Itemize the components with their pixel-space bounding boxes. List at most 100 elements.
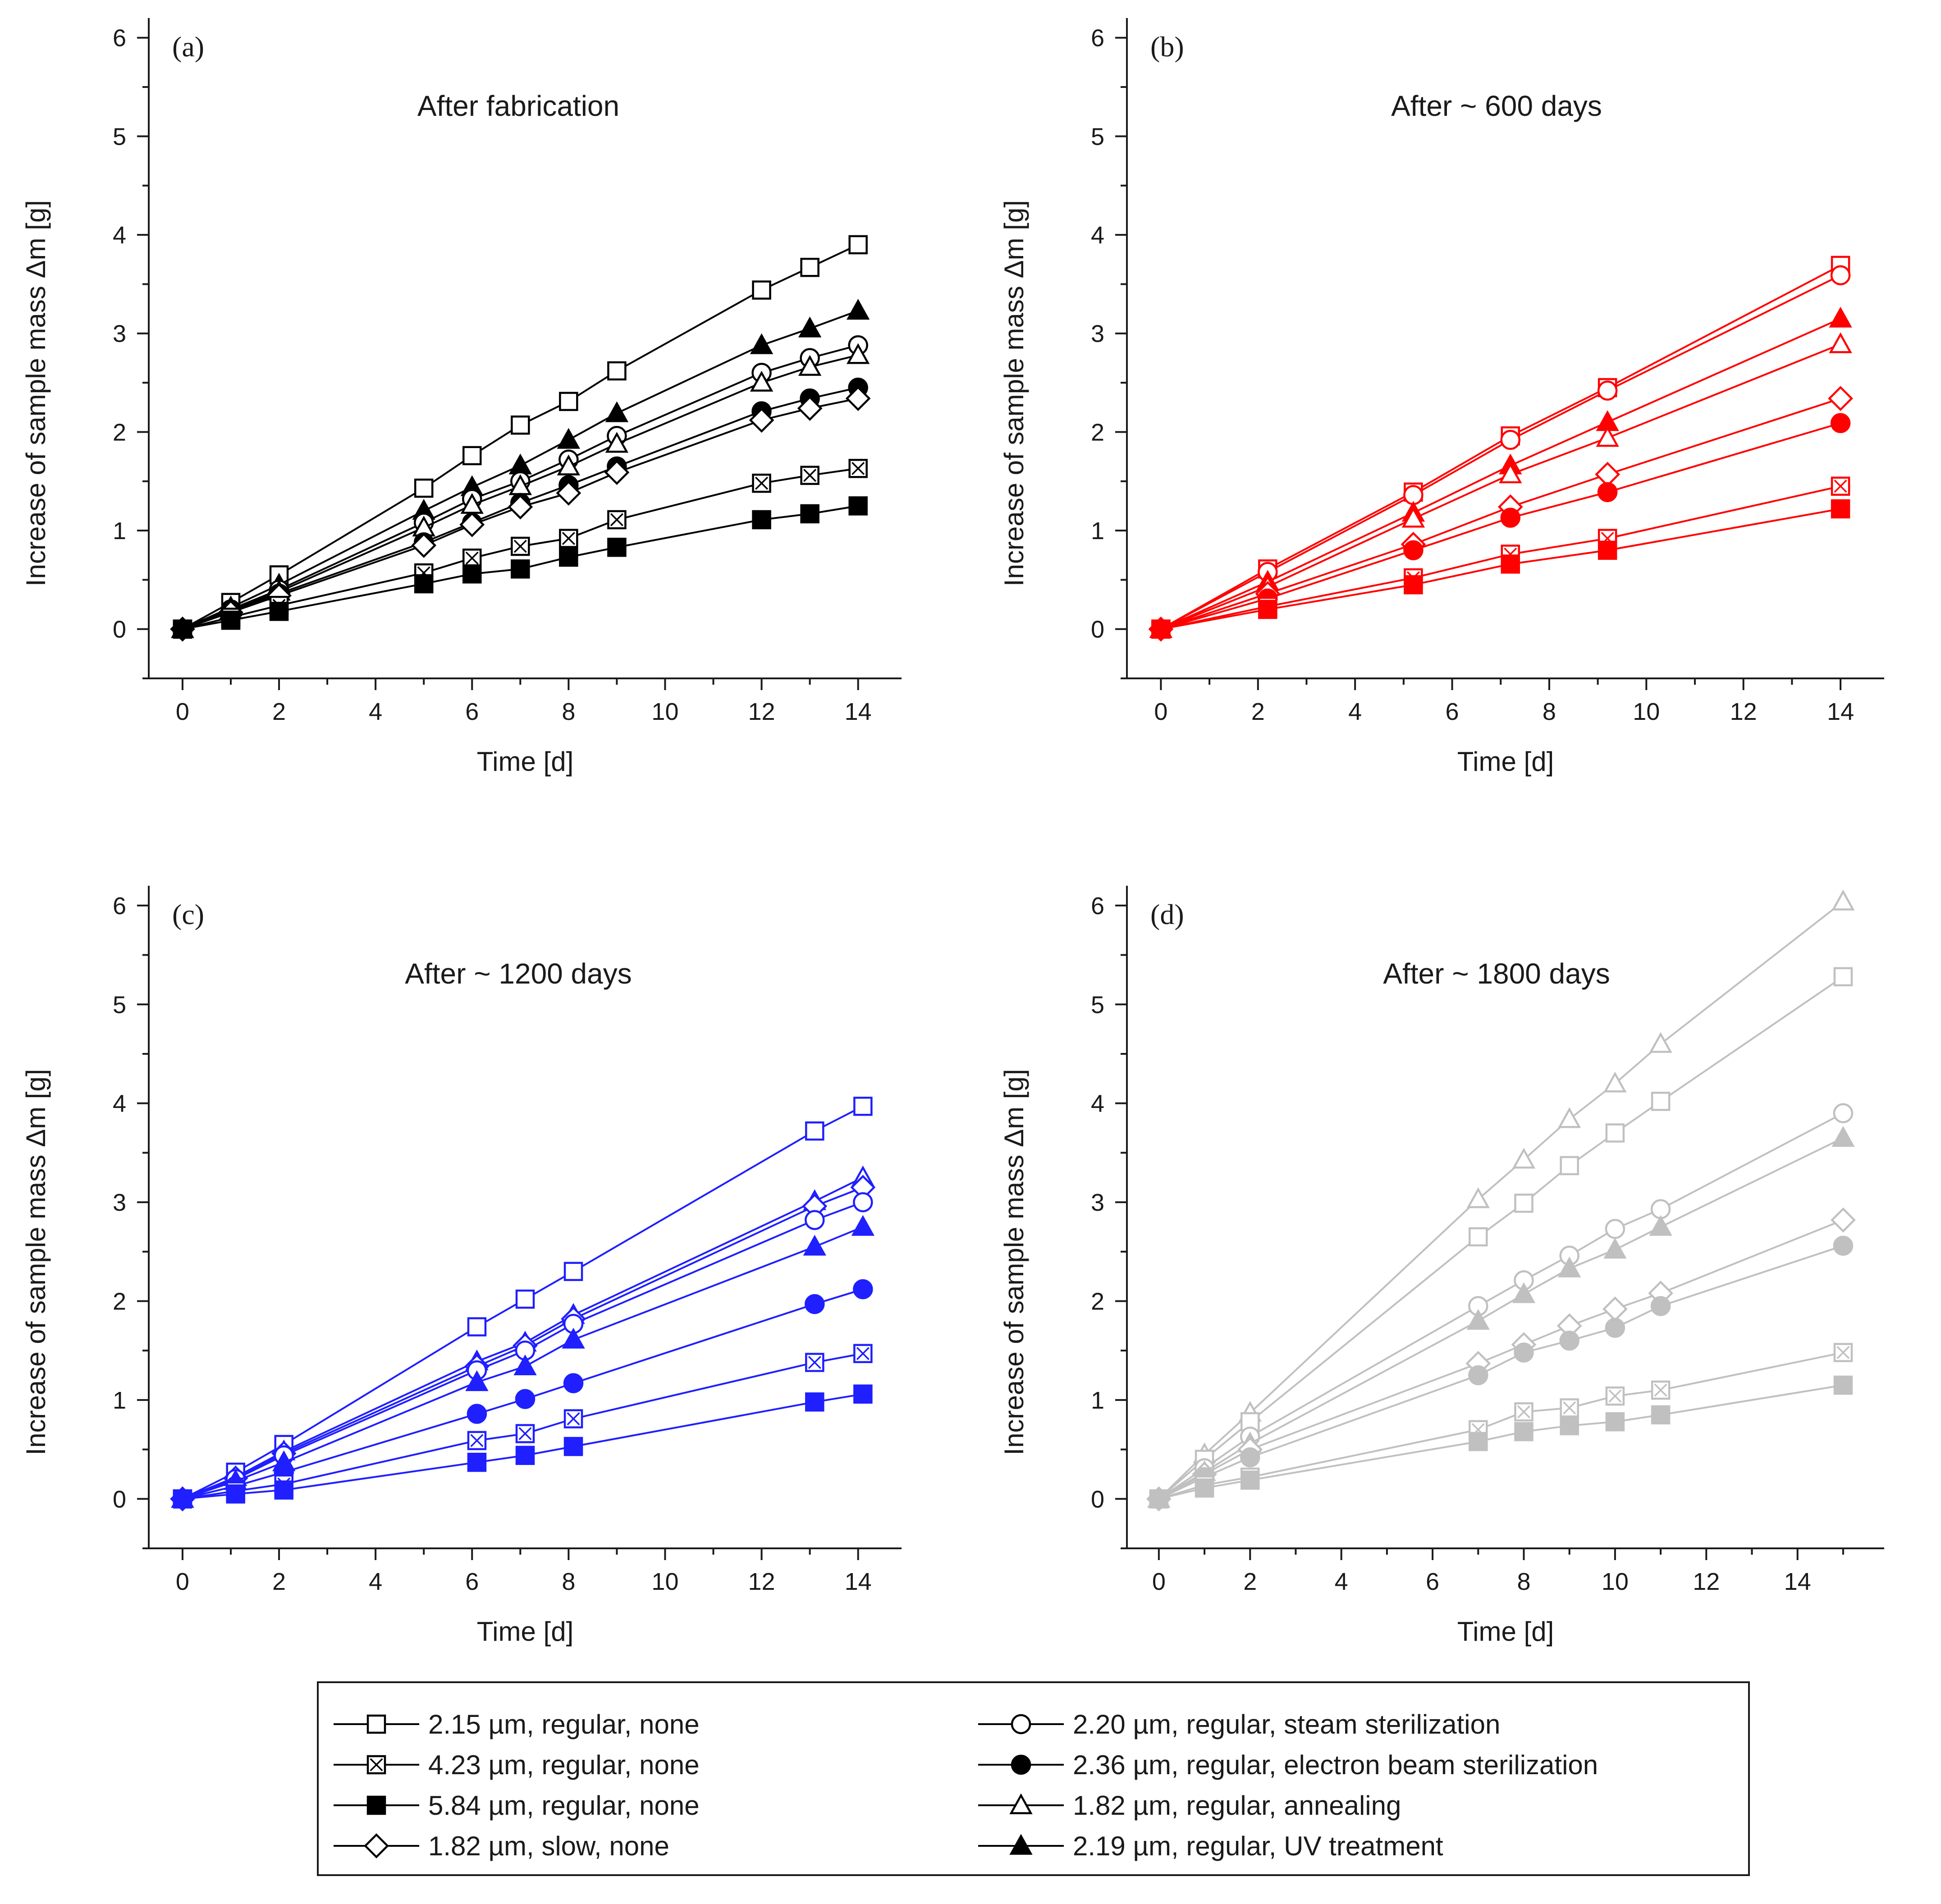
data-point [1560,1416,1579,1436]
data-point [1651,1405,1671,1425]
legend-entry: 2.19 µm, regular, UV treatment [978,1831,1443,1861]
data-point [414,574,434,594]
data-point [226,1484,245,1504]
panel-label: (c) [172,898,204,930]
data-point [805,1121,824,1141]
data-point [604,460,630,485]
y-tick-label: 3 [113,1189,126,1216]
data-point [467,1317,487,1336]
x-tick-label: 8 [1543,698,1556,725]
data-point [1597,380,1618,401]
data-point-cross [518,1427,532,1441]
data-point [848,235,868,255]
data-point [607,537,627,557]
data-point [411,532,437,558]
data-point-cross [1836,1346,1850,1359]
data-point [274,1480,293,1500]
y-axis-label: Increase of sample mass Δm [g] [999,200,1029,586]
series-line [1161,508,1841,630]
series-square-filled [173,1384,873,1509]
legend-label: 1.82 µm, slow, none [428,1831,669,1861]
data-point [515,1389,536,1409]
data-point [465,1370,489,1391]
x-tick-label: 2 [272,698,286,725]
series-line [1160,398,1841,630]
legend-marker [1011,1754,1031,1775]
data-point [1605,1318,1625,1338]
data-point [1605,1123,1625,1143]
data-point [1149,1489,1169,1509]
data-point-cross [610,513,623,526]
data-point [607,361,627,381]
data-point [559,547,578,567]
data-point [173,619,192,639]
panel-label: (a) [172,31,204,63]
data-point [803,1235,826,1256]
chart-title: After ~ 600 days [1391,90,1602,122]
legend-label: 2.20 µm, regular, steam sterilization [1073,1709,1500,1739]
data-point [1512,1282,1536,1303]
legend-box [317,1681,1750,1876]
data-point [848,496,868,516]
data-point [1403,540,1424,560]
data-point-cross [567,1412,580,1426]
data-point [752,510,771,530]
data-point [269,602,289,621]
x-tick-label: 4 [1335,1568,1348,1595]
data-point [853,1279,873,1300]
legend-label: 1.82 µm, regular, annealing [1073,1790,1401,1821]
data-point [515,1446,535,1465]
data-point [1833,1375,1853,1395]
data-point [1466,1187,1490,1208]
data-point [557,454,581,476]
y-tick-label: 5 [113,123,126,150]
y-tick-label: 6 [1091,892,1104,920]
legend-entry: 2.20 µm, regular, steam sterilization [978,1709,1500,1739]
data-point [1241,1470,1260,1490]
data-point [1603,1237,1627,1259]
y-tick-label: 2 [1091,1288,1104,1315]
data-point-cross [1517,1405,1531,1419]
y-axis-label: Increase of sample mass Δm [g] [21,1069,51,1455]
legend: 2.15 µm, regular, none 2.20 µm, regular, … [317,1681,1750,1876]
data-point-cross [1563,1401,1576,1414]
panel-label: (d) [1150,898,1184,930]
data-point [556,481,581,506]
y-tick-label: 3 [113,320,126,348]
data-point [1649,1032,1672,1053]
data-point [1598,540,1617,560]
y-tick-label: 2 [113,1288,126,1315]
panel-label: (b) [1150,31,1184,63]
data-point [846,298,870,320]
data-point [750,333,774,354]
data-point [1466,1309,1490,1330]
legend-marker [1009,1834,1033,1855]
data-point [805,1392,824,1412]
series-line [182,1176,864,1500]
data-point [1560,1156,1579,1176]
data-point [562,1327,585,1349]
legend-marker [366,1714,386,1734]
x-axis-label: Time [d] [1457,746,1554,777]
data-point [467,1452,487,1472]
x-tick-label: 6 [465,1568,479,1595]
data-point [1831,1207,1856,1233]
data-point [1828,386,1853,411]
data-point [605,432,629,453]
data-point [511,415,530,435]
y-tick-label: 1 [1091,1387,1104,1414]
data-point [853,1192,873,1213]
y-tick-label: 5 [1091,991,1104,1018]
x-tick-label: 8 [562,1568,575,1595]
x-tick-label: 4 [369,1568,382,1595]
legend-marker [364,1833,389,1858]
series-line [1160,422,1841,630]
data-point [467,1404,487,1424]
x-tick-label: 10 [1602,1568,1629,1595]
legend-marker [1011,1714,1031,1735]
data-point [1831,1126,1855,1147]
legend-entry: 2.36 µm, regular, electron beam steriliz… [978,1750,1598,1780]
